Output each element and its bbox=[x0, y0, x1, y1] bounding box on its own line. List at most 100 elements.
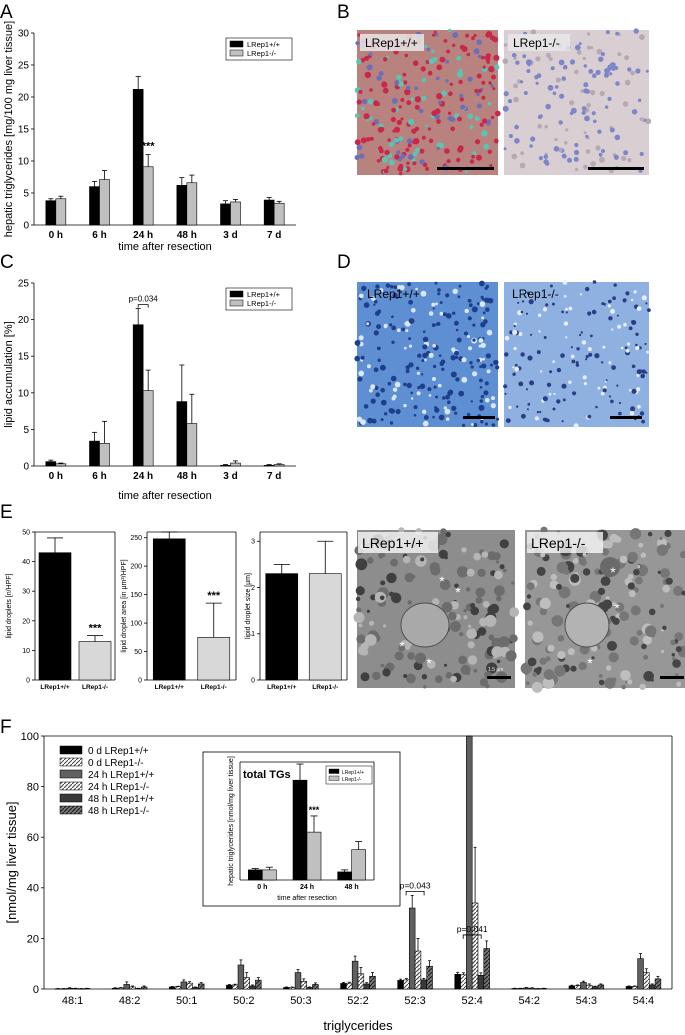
texture-d-wt-dot bbox=[484, 286, 488, 290]
chart-a-legend-label-1: LRep1-/- bbox=[247, 49, 277, 58]
texture-d-wt-dot bbox=[403, 403, 407, 408]
texture-d-wt-dot bbox=[375, 284, 380, 289]
texture-d-wt-dot bbox=[454, 350, 459, 356]
chart-e1-xtick-label-1: LRep1-/- bbox=[82, 684, 108, 691]
texture-e-ko-dot bbox=[591, 656, 595, 660]
chart-f-bar-s2-c3 bbox=[237, 964, 245, 990]
texture-d-wt-dot bbox=[479, 280, 485, 287]
texture-b-ko-dot bbox=[559, 93, 565, 99]
micrograph-d-ko bbox=[504, 282, 649, 427]
texture-d-wt-dot bbox=[466, 412, 471, 417]
chart-e2-ytick-label-4: 200 bbox=[130, 564, 142, 571]
texture-b-ko-dot bbox=[519, 80, 524, 84]
chart-f-inset-title: total TGs bbox=[243, 769, 291, 781]
texture-b-ko-dot bbox=[609, 72, 613, 76]
chart-c-bar-s0-c5 bbox=[263, 464, 275, 467]
texture-d-wt-dot bbox=[467, 316, 472, 321]
texture-e-wt-dot bbox=[444, 556, 448, 560]
chart-f-bar-s4-c9 bbox=[591, 986, 599, 990]
texture-e-wt-dot bbox=[459, 632, 464, 637]
texture-d-ko bbox=[503, 280, 651, 429]
texture-d-ko-dot bbox=[513, 346, 517, 351]
texture-d-wt-dot bbox=[486, 329, 493, 336]
texture-d-ko-dot bbox=[563, 294, 567, 298]
texture-b-ko-dot bbox=[552, 91, 557, 96]
texture-b-wt-dot bbox=[406, 138, 413, 144]
panel-letter-c: C bbox=[0, 252, 14, 273]
texture-b-wt-dot bbox=[489, 35, 496, 41]
texture-d-wt-dot bbox=[404, 322, 407, 326]
panel-letter-f: F bbox=[0, 717, 12, 738]
chart-f-inset-legend-label-0: LRep1+/+ bbox=[342, 770, 364, 776]
texture-d-wt-dot bbox=[415, 287, 418, 291]
texture-d-wt-dot bbox=[369, 388, 373, 393]
texture-d-wt-dot bbox=[389, 421, 394, 425]
texture-b-wt-dot bbox=[452, 32, 459, 39]
chart-e1-xtick-label-0: LRep1+/+ bbox=[40, 684, 69, 691]
texture-d-ko-dot bbox=[513, 322, 517, 326]
texture-d-ko-dot bbox=[585, 358, 588, 361]
chart-c-xtick-label-0: 0 h bbox=[49, 471, 63, 482]
texture-d-wt-dot bbox=[366, 364, 371, 369]
texture-d-wt-dot bbox=[444, 408, 451, 415]
texture-e-wt-dot bbox=[398, 644, 406, 652]
chart-c-ytick-label-4: 20 bbox=[18, 315, 30, 326]
texture-d-wt-dot bbox=[421, 359, 425, 363]
texture-e-ko-dot bbox=[520, 662, 533, 675]
chart-c-bar-s1-c5 bbox=[273, 464, 285, 467]
chart-a-bar-s0-c4 bbox=[220, 203, 231, 226]
texture-e-ko-dot bbox=[557, 650, 566, 660]
texture-b-ko-dot bbox=[613, 154, 619, 160]
texture-d-ko-dot bbox=[576, 347, 580, 351]
chart-c-bar-s1-c4 bbox=[230, 462, 241, 467]
texture-d-ko-dot bbox=[647, 308, 651, 312]
texture-e-wt-dot bbox=[441, 602, 453, 613]
texture-b-ko-dot bbox=[545, 103, 551, 110]
texture-b-ko-dot bbox=[582, 56, 586, 61]
texture-d-wt-dot bbox=[464, 308, 469, 314]
texture-d-wt-dot bbox=[389, 284, 394, 289]
texture-d-wt-dot bbox=[479, 378, 483, 383]
texture-d-wt-dot bbox=[374, 299, 378, 304]
texture-b-ko-dot bbox=[502, 58, 509, 64]
texture-e-ko-dot bbox=[607, 640, 617, 651]
texture-b-wt-dot bbox=[450, 126, 456, 132]
texture-b-wt-dot bbox=[483, 143, 490, 150]
chart-f-inset-bar-s0-c2 bbox=[337, 871, 352, 881]
texture-b-wt-dot bbox=[461, 46, 468, 52]
texture-d-wt-dot bbox=[361, 285, 367, 291]
texture-d-ko-dot bbox=[625, 349, 630, 353]
texture-d-wt-dot bbox=[432, 415, 435, 419]
em-nucleus-wt bbox=[400, 602, 450, 648]
texture-b-wt-dot bbox=[448, 28, 452, 33]
texture-d-wt-dot bbox=[481, 363, 487, 369]
texture-b-ko-dot bbox=[611, 66, 616, 71]
texture-d-wt-dot bbox=[491, 423, 496, 427]
texture-d-ko-dot bbox=[509, 330, 514, 335]
texture-d-ko-dot bbox=[641, 295, 647, 301]
chart-f-inset-annotation: *** bbox=[309, 805, 320, 815]
texture-b-wt-dot bbox=[407, 143, 412, 148]
texture-d-wt-dot bbox=[445, 394, 450, 400]
texture-b-wt-dot bbox=[490, 115, 495, 120]
texture-b-wt-dot bbox=[464, 170, 468, 174]
texture-d-wt-dot bbox=[424, 358, 427, 362]
texture-b-ko-dot bbox=[507, 99, 513, 104]
texture-e-ko-dot bbox=[641, 643, 647, 650]
texture-d-ko-dot bbox=[631, 388, 637, 394]
texture-e-ko-dot bbox=[578, 661, 587, 671]
texture-b-wt-dot bbox=[494, 110, 501, 117]
texture-b-wt-dot bbox=[476, 103, 482, 109]
texture-b-ko-dot bbox=[581, 110, 586, 115]
texture-b-wt-dot bbox=[472, 151, 477, 156]
texture-e-wt-dot bbox=[492, 552, 501, 561]
texture-b-wt-dot bbox=[431, 49, 435, 54]
texture-b-ko-dot bbox=[511, 153, 518, 160]
texture-e-ko-dot bbox=[563, 568, 570, 575]
texture-d-ko-dot bbox=[610, 308, 616, 314]
texture-b-wt-dot bbox=[418, 108, 424, 114]
texture-d-ko-dot bbox=[504, 352, 509, 357]
texture-b-wt-dot bbox=[488, 81, 492, 85]
chart-f-inset-bar-s0-c1 bbox=[292, 779, 308, 881]
